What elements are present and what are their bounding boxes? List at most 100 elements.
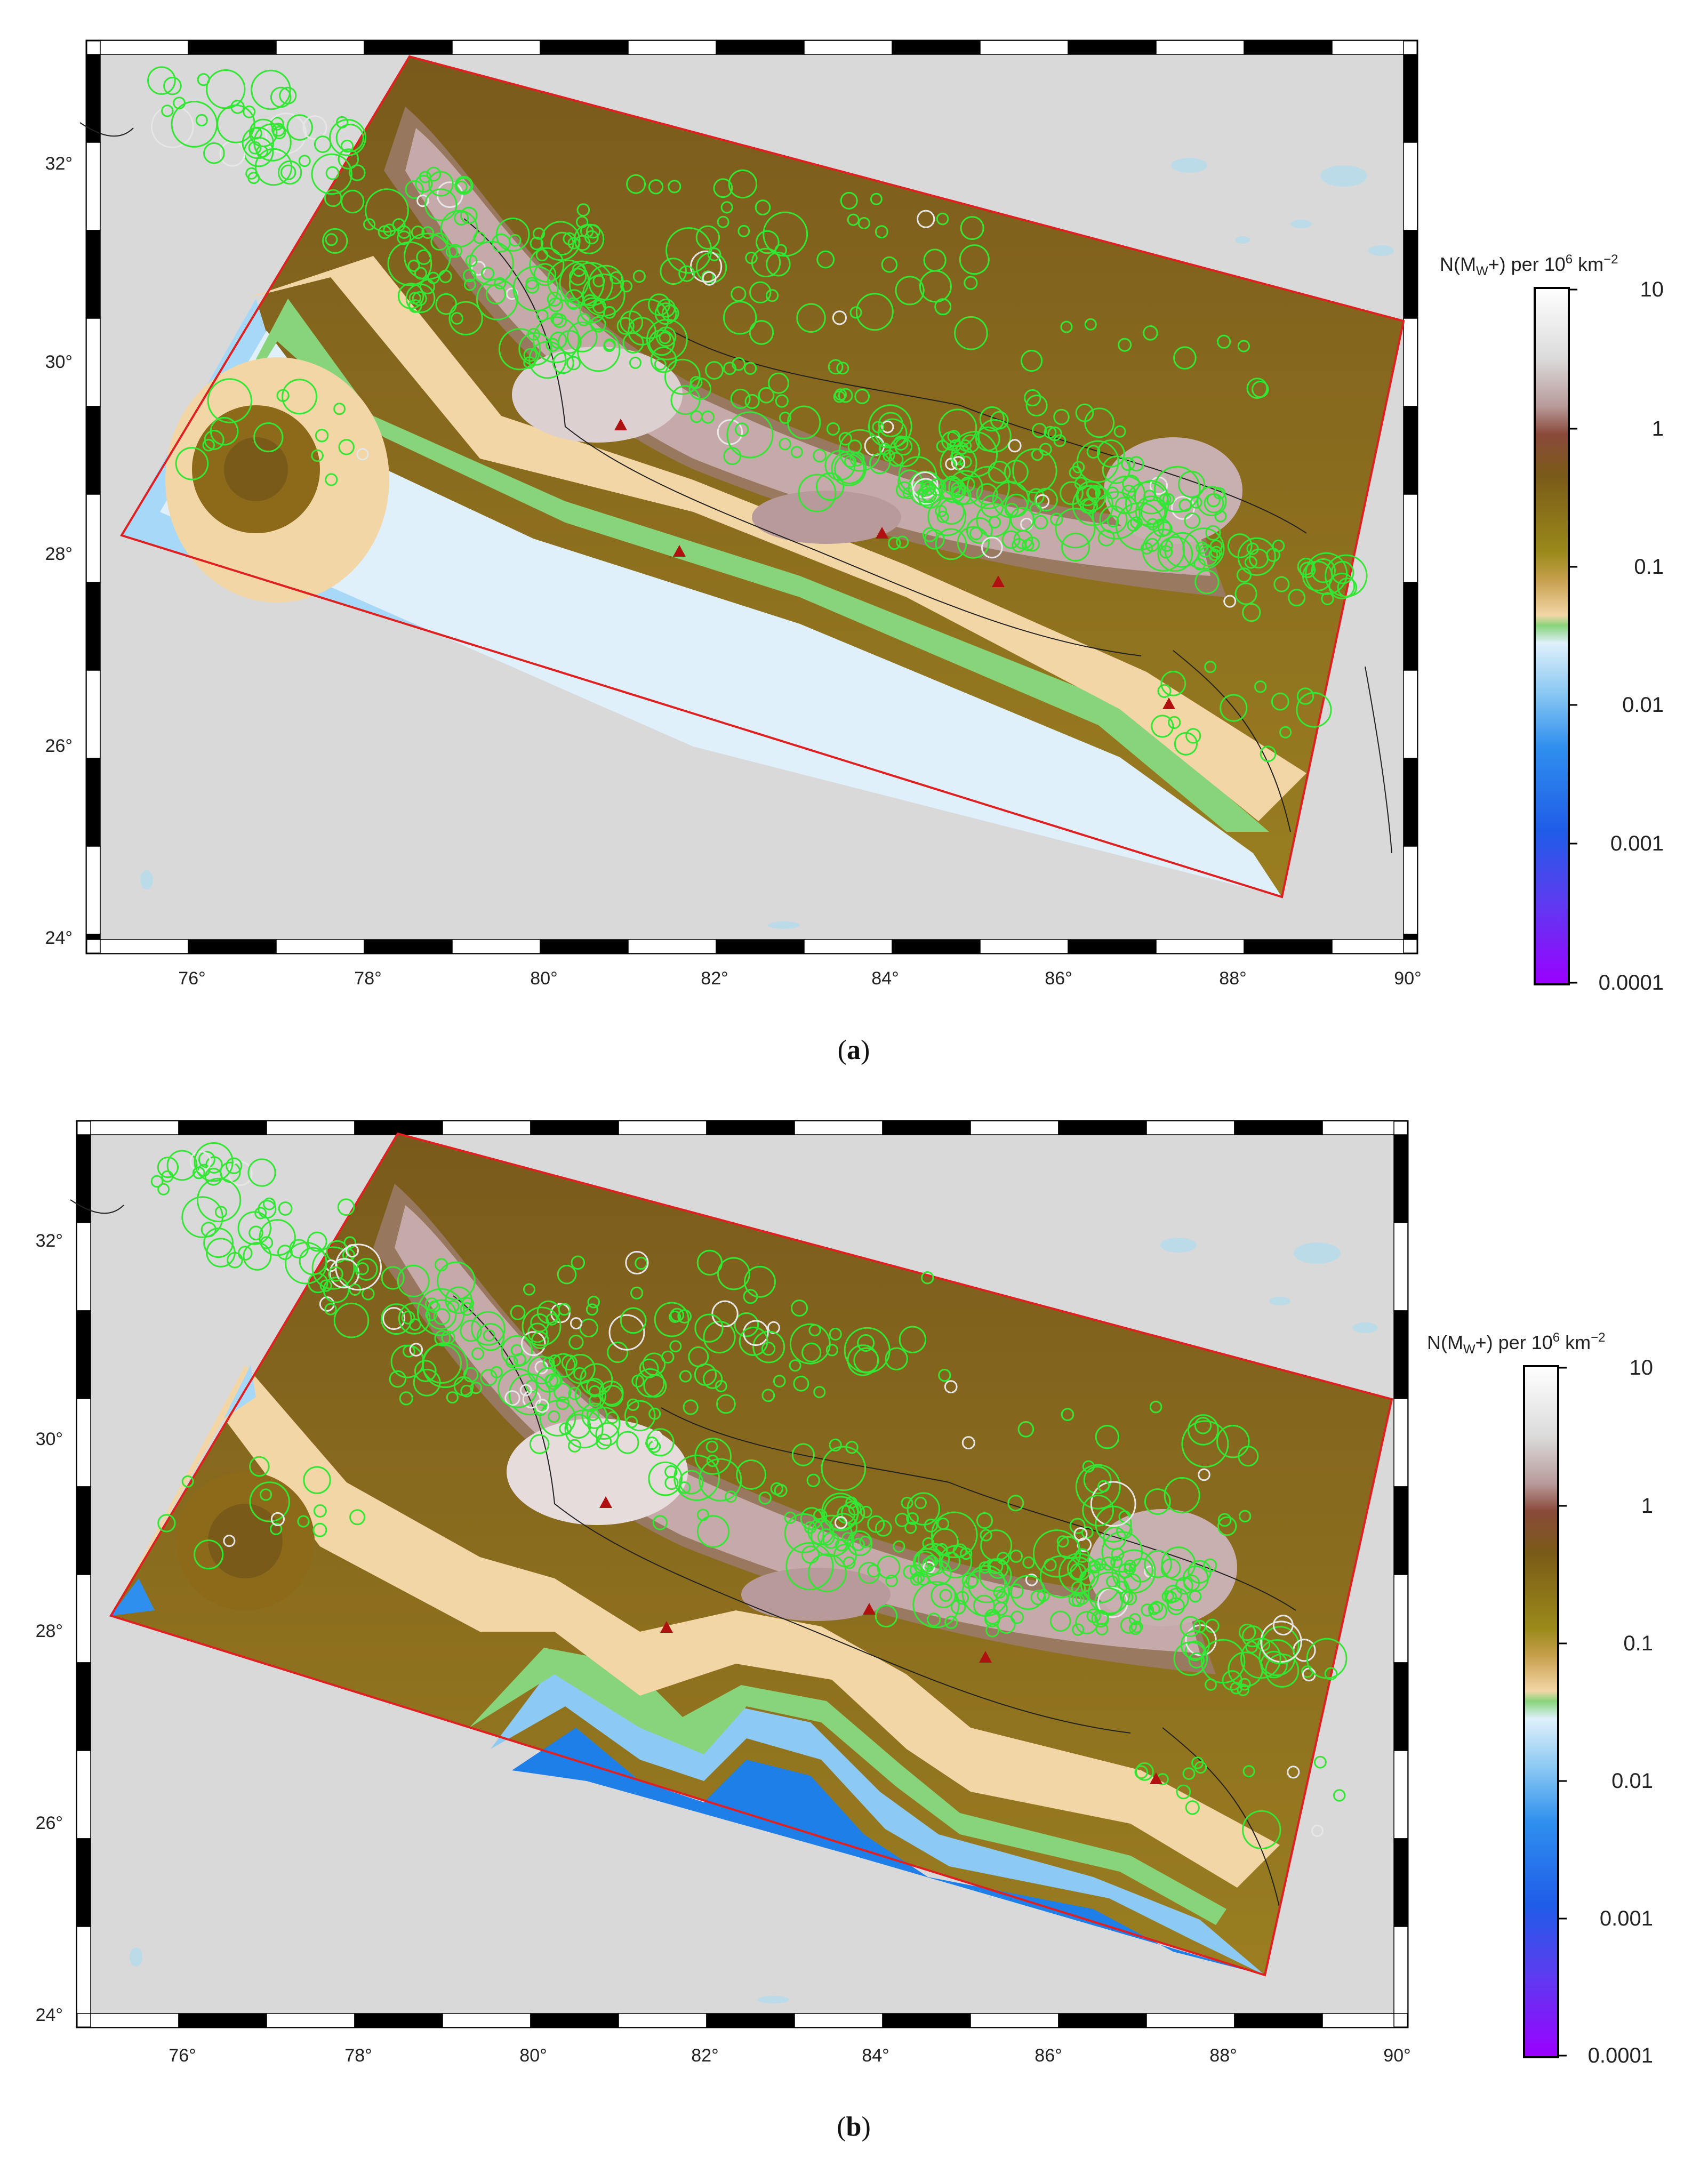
epicenter-circle <box>564 1409 604 1449</box>
epicenter-circle <box>789 1323 831 1365</box>
epicenter-circle <box>203 142 225 164</box>
frame-segment <box>76 1662 91 1751</box>
colorbar-tick-label: 0.0001 <box>1599 971 1664 994</box>
epicenter-circle <box>1176 1784 1191 1800</box>
frame-segment <box>276 40 365 55</box>
epicenter-circle <box>1082 1494 1114 1527</box>
epicenter-circle <box>787 405 821 439</box>
epicenter-circle <box>237 1211 271 1245</box>
epicenter-circle <box>494 277 507 290</box>
epicenter-circle <box>1162 493 1175 506</box>
frame-segment <box>1403 758 1418 847</box>
lon-tick-label: 88° <box>1209 2045 1237 2066</box>
epicenter-circle <box>448 301 483 335</box>
frame-segment <box>628 40 717 55</box>
epicenter-circle <box>944 1380 958 1394</box>
epicenter-circle <box>1128 1613 1141 1626</box>
epicenter-circle <box>535 1399 549 1413</box>
frame-segment <box>452 40 541 55</box>
frame-segment <box>1403 582 1418 671</box>
epicenter-circle <box>950 1599 966 1615</box>
epicenter-circle <box>1113 425 1126 438</box>
frame-segment <box>86 54 101 143</box>
frame-segment <box>86 142 101 231</box>
epicenter-circle <box>847 213 860 226</box>
epicenter-circle <box>325 233 338 246</box>
epicenter-circle <box>569 268 587 286</box>
epicenter-circle <box>414 267 427 280</box>
epicenter-circle <box>338 439 355 455</box>
epicenter-circle <box>773 1375 786 1388</box>
epicenter-circle <box>732 357 746 371</box>
epicenter-circle <box>276 389 290 402</box>
epicenter-circle <box>979 1561 991 1574</box>
frame-segment <box>628 939 717 954</box>
epicenter-circle <box>648 1407 661 1420</box>
epicenter-circle <box>904 1521 917 1534</box>
epicenter-circle <box>189 1150 212 1173</box>
epicenter-circle <box>717 1257 750 1290</box>
epicenter-circle <box>860 1505 872 1518</box>
colorbar-gradient <box>1534 287 1570 985</box>
epicenter-circle <box>631 1374 645 1387</box>
epicenter-circle <box>476 278 518 320</box>
epicenter-circle <box>829 1438 842 1451</box>
epicenter-circle <box>1071 1593 1085 1607</box>
epicenter-circle <box>455 180 468 193</box>
frame-segment <box>1332 40 1404 55</box>
epicenter-circle <box>476 1323 505 1351</box>
epicenter-circle <box>1060 320 1073 333</box>
rate-field-green-contour <box>192 299 1269 832</box>
epicenter-circle <box>480 1369 498 1386</box>
epicenter-circle <box>847 1530 873 1557</box>
epicenter-circle <box>895 276 925 306</box>
lon-tick-label: 80° <box>519 2045 547 2066</box>
epicenter-circle <box>910 1573 923 1586</box>
epicenter-circle <box>1210 545 1223 558</box>
lon-tick-label: 76° <box>178 968 205 989</box>
frame-segment <box>452 939 541 954</box>
frame-segment <box>1393 1134 1408 1223</box>
epicenter-circle <box>428 171 454 197</box>
epicenter-circle <box>1049 1610 1071 1632</box>
epicenter-circle <box>954 316 988 350</box>
epicenter-circle <box>610 271 623 285</box>
epicenter-circle <box>1072 461 1085 474</box>
frame-segment <box>86 582 101 671</box>
volcano-markers <box>599 1496 1162 1784</box>
lat-axis-ticks: 24° 26° 28° 30° 32° <box>45 154 73 948</box>
epicenter-circle <box>397 230 412 245</box>
epicenter-circle <box>1021 350 1043 372</box>
epicenter-circle <box>1287 1766 1300 1779</box>
epicenter-circle <box>530 1313 549 1333</box>
epicenter-circle <box>1134 1765 1149 1779</box>
epicenter-circle <box>791 1443 815 1466</box>
epicenter-circle <box>784 1513 824 1553</box>
epicenter-circle <box>1181 1420 1229 1468</box>
epicenter-circle <box>917 210 935 228</box>
epicenter-circle <box>471 1347 484 1360</box>
epicenter-circle <box>949 439 962 452</box>
epicenter-circle <box>529 1434 550 1454</box>
frame-segment <box>892 939 981 954</box>
epicenter-circle <box>791 1299 808 1317</box>
epicenter-circle <box>1008 1583 1024 1599</box>
epicenter-circle <box>705 361 724 380</box>
epicenter-circle <box>664 1475 679 1490</box>
epicenter-circle <box>365 188 409 233</box>
epicenter-circle <box>938 1369 951 1382</box>
epicenter-circle <box>1248 548 1269 569</box>
epicenter-circle <box>944 1615 958 1629</box>
lon-tick-label: 78° <box>344 2045 372 2066</box>
epicenter-circle <box>471 1311 506 1346</box>
epicenter-circle <box>311 449 324 462</box>
epicenter-circle <box>836 362 849 375</box>
epicenter-circle <box>1007 1495 1024 1512</box>
epicenter-circle <box>829 1513 857 1542</box>
epicenter-circle <box>398 1302 431 1335</box>
epicenter-circle <box>572 263 586 277</box>
epicenter-circle <box>1164 1477 1200 1514</box>
epicenter-circle <box>1106 515 1119 528</box>
epicenter-circle <box>1095 1623 1109 1635</box>
epicenter-circle <box>596 1433 612 1450</box>
